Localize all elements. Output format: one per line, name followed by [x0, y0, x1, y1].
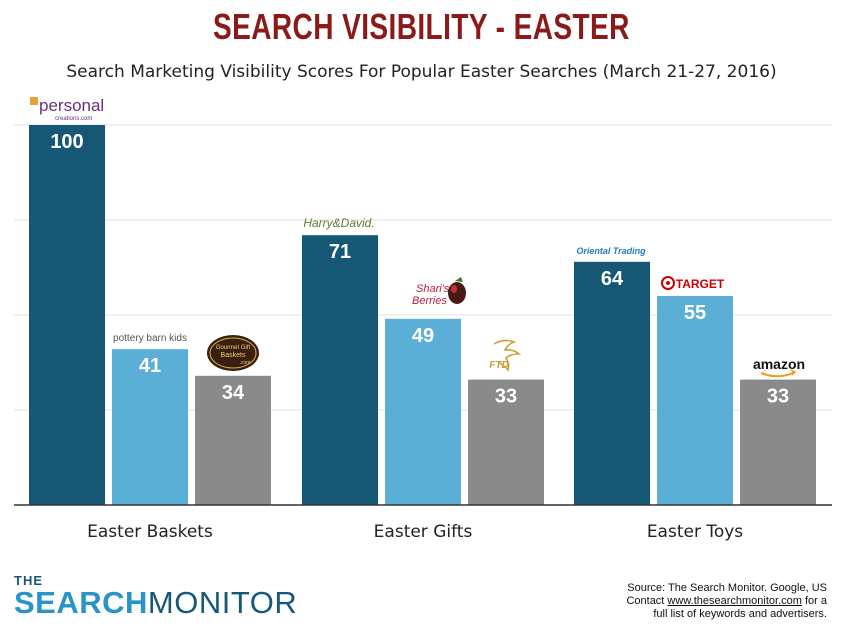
brand-the: THE [14, 573, 43, 588]
bar-value-label: 71 [329, 241, 351, 263]
bar [574, 261, 650, 505]
category-label: Easter Baskets [87, 522, 213, 542]
svg-text:Berries: Berries [412, 295, 447, 307]
source-line-3: full list of keywords and advertisers. [653, 608, 827, 620]
chart-title: SEARCH VISIBILITY - EASTER [212, 6, 630, 47]
bar-value-label: 34 [222, 382, 245, 404]
svg-text:creations.com: creations.com [55, 116, 92, 122]
brand-search: SEARCH [14, 585, 148, 620]
personal-creations-logo: personal creations.com [30, 96, 104, 122]
bar [657, 296, 733, 505]
bar [385, 318, 461, 505]
bar-value-label: 100 [50, 131, 83, 153]
bar-value-label: 49 [412, 325, 434, 347]
gourmet-gift-baskets-logo: Gourmet Gift Baskets .com [207, 335, 259, 371]
bar-value-label: 33 [767, 386, 789, 408]
svg-text:Shari's: Shari's [416, 283, 450, 295]
search-monitor-brand-logo: THE SEARCHMONITOR [14, 574, 297, 619]
bar [112, 349, 188, 505]
bar [195, 375, 271, 505]
bars: 100 41 34 71 49 33 64 55 33 [29, 125, 816, 505]
category-labels: Easter Baskets Easter Gifts Easter Toys [87, 522, 743, 542]
source-line-1: Source: The Search Monitor. Google, US [627, 582, 827, 594]
sharis-berries-logo: Shari's Berries [412, 277, 466, 307]
bar [29, 125, 105, 505]
bar-value-label: 33 [495, 386, 517, 408]
bar [740, 379, 816, 505]
brand-monitor: MONITOR [147, 585, 298, 620]
bar [302, 235, 378, 505]
chart-subtitle: Search Marketing Visibility Scores For P… [66, 62, 777, 82]
svg-text:.com: .com [240, 360, 251, 366]
source-line-2: Contact www.thesearchmonitor.com for a [626, 595, 827, 607]
source-note: Source: The Search Monitor. Google, US C… [567, 582, 827, 621]
svg-text:FTD: FTD [489, 360, 508, 371]
harry-and-david-logo: Harry&David. [303, 216, 374, 230]
bar-value-label: 55 [684, 302, 706, 324]
oriental-trading-logo: Oriental Trading [576, 246, 646, 256]
category-label: Easter Toys [647, 522, 743, 542]
svg-text:pottery barn kids: pottery barn kids [113, 333, 187, 344]
svg-text:TARGET: TARGET [676, 277, 725, 291]
bar-value-label: 41 [139, 355, 161, 377]
target-logo: TARGET [661, 276, 725, 291]
pottery-barn-kids-logo: pottery barn kids [113, 333, 187, 344]
svg-text:Oriental Trading: Oriental Trading [576, 246, 646, 256]
ftd-logo: FTD [489, 339, 522, 372]
bar [468, 379, 544, 505]
amazon-logo: amazon [753, 356, 805, 378]
svg-text:Baskets: Baskets [221, 352, 246, 359]
svg-text:Harry&David.: Harry&David. [303, 216, 374, 230]
source-link[interactable]: www.thesearchmonitor.com [667, 595, 802, 607]
svg-text:personal: personal [39, 96, 104, 115]
svg-text:Gourmet Gift: Gourmet Gift [216, 345, 251, 351]
category-label: Easter Gifts [374, 522, 473, 542]
svg-text:amazon: amazon [753, 356, 805, 372]
bar-value-label: 64 [601, 268, 624, 290]
